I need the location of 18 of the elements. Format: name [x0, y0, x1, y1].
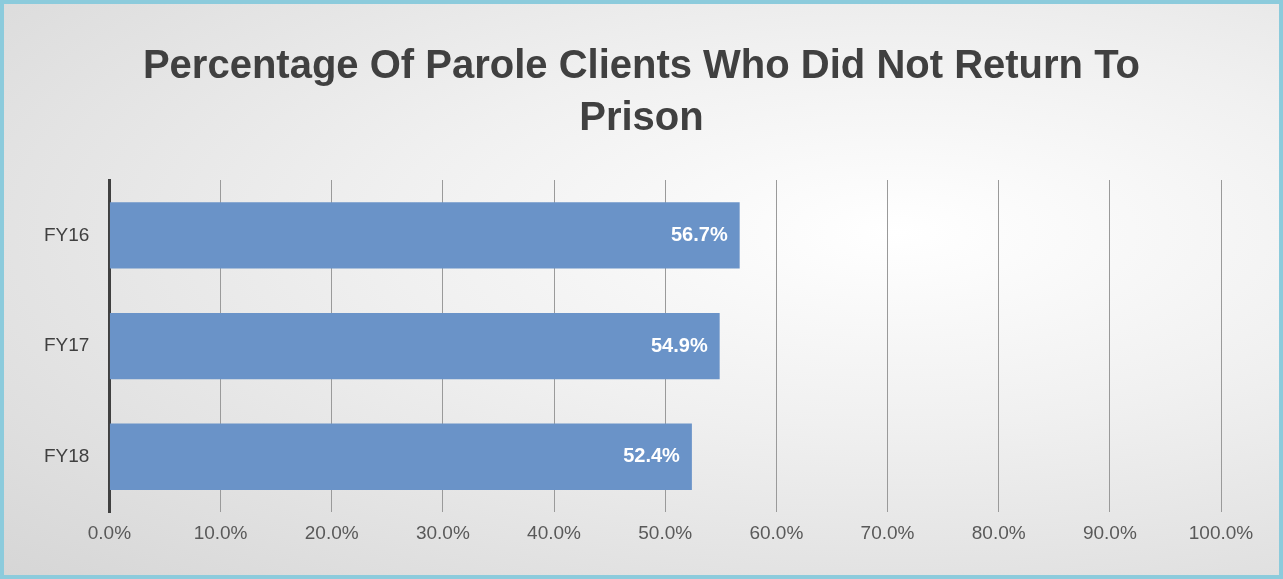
x-tick-label: 100.0%	[1188, 521, 1254, 543]
x-tick-label: 0.0%	[87, 521, 132, 543]
x-tick-label: 30.0%	[415, 521, 470, 543]
x-tick-label: 50.0%	[638, 521, 693, 543]
x-tick-label: 40.0%	[527, 521, 582, 543]
x-tick-label: 60.0%	[749, 521, 804, 543]
y-tick-label: FY16	[43, 223, 90, 245]
chart-title: Percentage Of Parole Clients Who Did Not Return To Prison	[141, 41, 1142, 140]
data-label: 52.4%	[623, 444, 681, 467]
y-tick-label: FY17	[43, 334, 90, 356]
x-tick-label: 90.0%	[1082, 521, 1137, 543]
x-tick-label: 80.0%	[971, 521, 1026, 543]
data-label: 54.9%	[650, 333, 708, 356]
x-tick-label: 70.0%	[860, 521, 915, 543]
y-tick-label: FY18	[43, 445, 90, 467]
x-tick-label: 10.0%	[193, 521, 248, 543]
x-tick-label: 20.0%	[304, 521, 359, 543]
data-label: 56.7%	[670, 222, 728, 245]
